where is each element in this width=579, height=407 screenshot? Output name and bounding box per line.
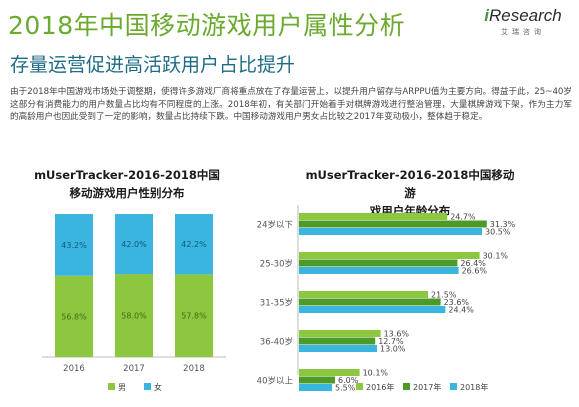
age-data-label: 5.5% bbox=[335, 384, 356, 393]
gender-legend-swatch-1 bbox=[144, 383, 151, 390]
age-data-label: 10.1% bbox=[363, 369, 389, 378]
gender-bar-female-2018 bbox=[175, 214, 213, 275]
age-data-label: 24.4% bbox=[448, 306, 474, 315]
age-data-label: 6.0% bbox=[338, 376, 359, 385]
age-legend-label: 2016年 bbox=[366, 382, 394, 392]
gender-data-label: 42.0% bbox=[121, 240, 147, 249]
age-y-tick: 36-40岁 bbox=[260, 336, 293, 347]
age-data-label: 30.1% bbox=[483, 252, 509, 261]
age-bar-2-2 bbox=[299, 306, 446, 313]
gender-data-label: 42.2% bbox=[181, 240, 207, 249]
age-bar-2-0 bbox=[299, 291, 428, 298]
logo-subtitle: 艾瑞咨询 bbox=[501, 28, 545, 36]
gender-legend-label: 女 bbox=[154, 382, 162, 392]
age-data-label: 26.4% bbox=[460, 259, 486, 268]
gender-legend-swatch-0 bbox=[108, 383, 115, 390]
gender-x-tick: 2016 bbox=[63, 364, 85, 374]
age-data-label: 13.0% bbox=[380, 345, 406, 354]
intro-paragraph: 由于2018年中国游戏市场处于调整期，使得许多游戏厂商将重点放在了存量运营上，以… bbox=[10, 87, 572, 123]
age-bar-0-1 bbox=[299, 220, 487, 228]
age-y-tick: 24岁以下 bbox=[257, 219, 294, 230]
age-bar-2-1 bbox=[299, 298, 441, 306]
age-bar-1-2 bbox=[299, 267, 459, 274]
age-data-label: 13.6% bbox=[384, 330, 410, 339]
iresearch-logo: iResearch 艾瑞咨询 bbox=[477, 6, 569, 37]
gender-legend-label: 男 bbox=[118, 383, 126, 392]
age-legend-label: 2017年 bbox=[413, 382, 441, 392]
age-data-label: 30.5% bbox=[485, 228, 511, 237]
age-bar-4-0 bbox=[299, 369, 360, 376]
age-y-tick: 40岁以上 bbox=[257, 375, 294, 386]
age-y-tick: 25-30岁 bbox=[260, 258, 293, 269]
age-legend-swatch-2 bbox=[450, 383, 457, 390]
gender-bar-male-2017 bbox=[115, 274, 153, 357]
age-bar-4-1 bbox=[299, 376, 335, 384]
gender-bar-female-2016 bbox=[55, 214, 93, 276]
age-bar-4-2 bbox=[299, 384, 332, 391]
logo-wordmark: iResearch bbox=[484, 6, 562, 25]
gender-bar-male-2016 bbox=[55, 275, 93, 357]
gender-chart-title-line1: mUserTracker-2016-2018中国 bbox=[34, 168, 220, 182]
age-data-label: 21.5% bbox=[431, 291, 457, 300]
age-y-tick: 31-35岁 bbox=[260, 297, 293, 308]
gender-data-label: 57.8% bbox=[181, 312, 207, 321]
age-data-label: 23.6% bbox=[444, 298, 470, 307]
age-bar-0-2 bbox=[299, 228, 482, 235]
age-data-label: 31.3% bbox=[490, 220, 516, 229]
page-title: 2018年中国移动游戏用户属性分析 bbox=[8, 11, 406, 40]
gender-data-label: 43.2% bbox=[61, 241, 87, 250]
age-chart-title-line1: mUserTracker-2016-2018中国移动游 bbox=[305, 168, 515, 200]
age-data-label: 26.6% bbox=[462, 267, 488, 276]
age-data-label: 12.7% bbox=[378, 337, 404, 346]
age-bar-1-1 bbox=[299, 259, 458, 267]
age-legend-swatch-0 bbox=[356, 383, 363, 390]
gender-bar-female-2017 bbox=[115, 214, 153, 275]
gender-x-tick: 2018 bbox=[183, 364, 205, 374]
age-data-label: 24.7% bbox=[450, 213, 476, 222]
age-bar-0-0 bbox=[299, 213, 448, 220]
gender-chart-title: mUserTracker-2016-2018中国 移动游戏用户性别分布 bbox=[22, 166, 232, 202]
age-legend-label: 2018年 bbox=[460, 382, 488, 392]
age-legend-swatch-1 bbox=[403, 383, 410, 390]
gender-x-tick: 2017 bbox=[123, 364, 145, 374]
gender-data-label: 56.8% bbox=[61, 312, 87, 321]
gender-data-label: 58.0% bbox=[121, 312, 147, 321]
age-bar-3-0 bbox=[299, 330, 381, 337]
gender-chart-title-line2: 移动游戏用户性别分布 bbox=[69, 186, 185, 200]
gender-bar-male-2018 bbox=[175, 274, 213, 357]
age-bar-3-2 bbox=[299, 345, 377, 352]
age-bar-1-0 bbox=[299, 252, 480, 259]
page-subtitle: 存量运营促进高活跃用户占比提升 bbox=[10, 54, 296, 76]
age-bar-3-1 bbox=[299, 337, 376, 345]
